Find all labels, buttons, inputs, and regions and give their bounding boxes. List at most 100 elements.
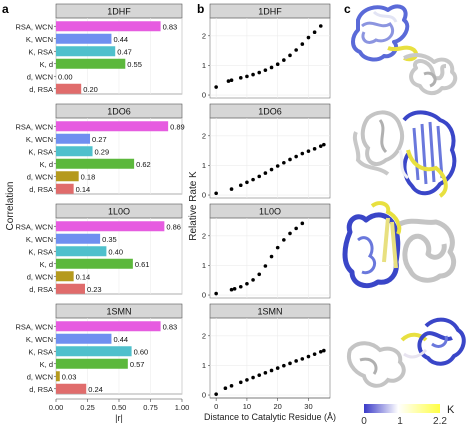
colorbar-gradient: [364, 404, 440, 413]
y-tick-label: 0: [202, 391, 206, 400]
data-point: [251, 278, 255, 282]
panel-label-c: c: [344, 2, 351, 16]
data-point: [288, 361, 292, 366]
data-point: [269, 368, 274, 373]
category-label: d, RSA: [29, 185, 53, 194]
bar: [56, 58, 126, 69]
category-label: K, RSA: [28, 347, 53, 356]
data-label: 0.24: [88, 385, 103, 394]
data-point: [318, 144, 323, 148]
x-tick-label: 10: [243, 402, 251, 411]
protein-1do6-image: [352, 110, 457, 198]
data-point: [269, 167, 274, 172]
category-label: d, RSA: [29, 385, 53, 394]
bar: [56, 171, 79, 182]
data-point: [312, 30, 317, 35]
y-tick-label: 0: [202, 91, 206, 100]
category-label: RSA, WCN: [16, 322, 54, 331]
data-point: [226, 79, 231, 83]
facet-title: 1L0O: [108, 207, 130, 217]
bar: [56, 283, 85, 294]
data-point: [245, 378, 249, 382]
category-label: K, d: [40, 160, 53, 169]
category-label: K, RSA: [28, 147, 53, 156]
facet-title: 1DHF: [107, 7, 131, 17]
data-point: [263, 68, 268, 72]
data-point: [282, 58, 286, 62]
data-point: [269, 65, 274, 70]
y-tick-label: 0: [202, 191, 206, 200]
data-point: [322, 348, 326, 353]
data-point: [251, 72, 255, 77]
category-label: RSA, WCN: [16, 222, 54, 231]
bar: [56, 346, 132, 357]
category-label: K, WCN: [26, 35, 53, 44]
data-point: [238, 284, 243, 289]
data-label: 0.57: [130, 360, 145, 369]
protein-1l0o-image: [342, 201, 457, 289]
data-point: [300, 357, 305, 361]
data-label: 0.23: [87, 285, 102, 294]
category-label: d, RSA: [29, 85, 53, 94]
data-point: [238, 380, 243, 385]
x-tick-label: 20: [274, 402, 282, 411]
bar: [56, 358, 128, 369]
data-label: 0.14: [76, 185, 91, 194]
data-label: 0.27: [92, 135, 107, 144]
y-tick-label: 1: [202, 361, 206, 370]
category-label: K, RSA: [28, 47, 53, 56]
protein-1smn-image: [347, 317, 466, 388]
category-label: K, WCN: [26, 335, 53, 344]
data-label: 0.20: [83, 85, 98, 94]
data-point: [288, 157, 292, 162]
data-point: [300, 42, 305, 46]
data-point: [223, 386, 228, 391]
facet-title: 1SMN: [257, 307, 282, 317]
data-point: [318, 24, 323, 28]
data-point: [263, 371, 268, 375]
data-point: [322, 142, 326, 147]
data-label: 0.00: [58, 72, 73, 81]
data-label: 0.47: [117, 47, 132, 56]
colorbar: 0 1 2.2 K: [361, 404, 455, 424]
bar: [56, 83, 82, 94]
data-point: [288, 53, 292, 58]
data-point: [288, 231, 292, 236]
data-point: [229, 187, 234, 191]
protein-1dhf-image: [351, 4, 458, 95]
data-point: [300, 151, 305, 156]
data-label: 0.44: [113, 35, 128, 44]
bar: [56, 271, 74, 282]
data-point: [251, 177, 255, 182]
y-tick-label: 1: [202, 61, 206, 70]
data-point: [257, 272, 262, 277]
data-point: [300, 221, 305, 226]
data-point: [294, 359, 298, 363]
data-point: [275, 62, 280, 67]
data-label: 0.44: [113, 335, 128, 344]
data-point: [229, 78, 234, 83]
x-tick-label: 1.00: [175, 403, 190, 412]
protein-structures: [342, 4, 466, 388]
data-label: 0.40: [108, 247, 123, 256]
data-point: [257, 373, 262, 377]
data-label: 0.62: [136, 160, 151, 169]
data-label: 0.86: [166, 222, 181, 231]
category-label: RSA, WCN: [16, 122, 54, 131]
bar: [56, 233, 101, 244]
facet-frame: [209, 217, 331, 299]
data-point: [294, 226, 298, 231]
facet-frame: [209, 17, 331, 99]
category-label: K, WCN: [26, 235, 53, 244]
data-label: 0.03: [62, 372, 77, 381]
category-label: K, RSA: [28, 247, 53, 256]
data-point: [263, 171, 268, 175]
data-point: [282, 238, 286, 242]
data-point: [294, 48, 298, 52]
y-tick-label: 2: [202, 31, 206, 40]
bar: [56, 371, 60, 382]
data-point: [275, 245, 280, 250]
data-label: 0.61: [135, 260, 150, 269]
data-label: 0.35: [102, 235, 117, 244]
